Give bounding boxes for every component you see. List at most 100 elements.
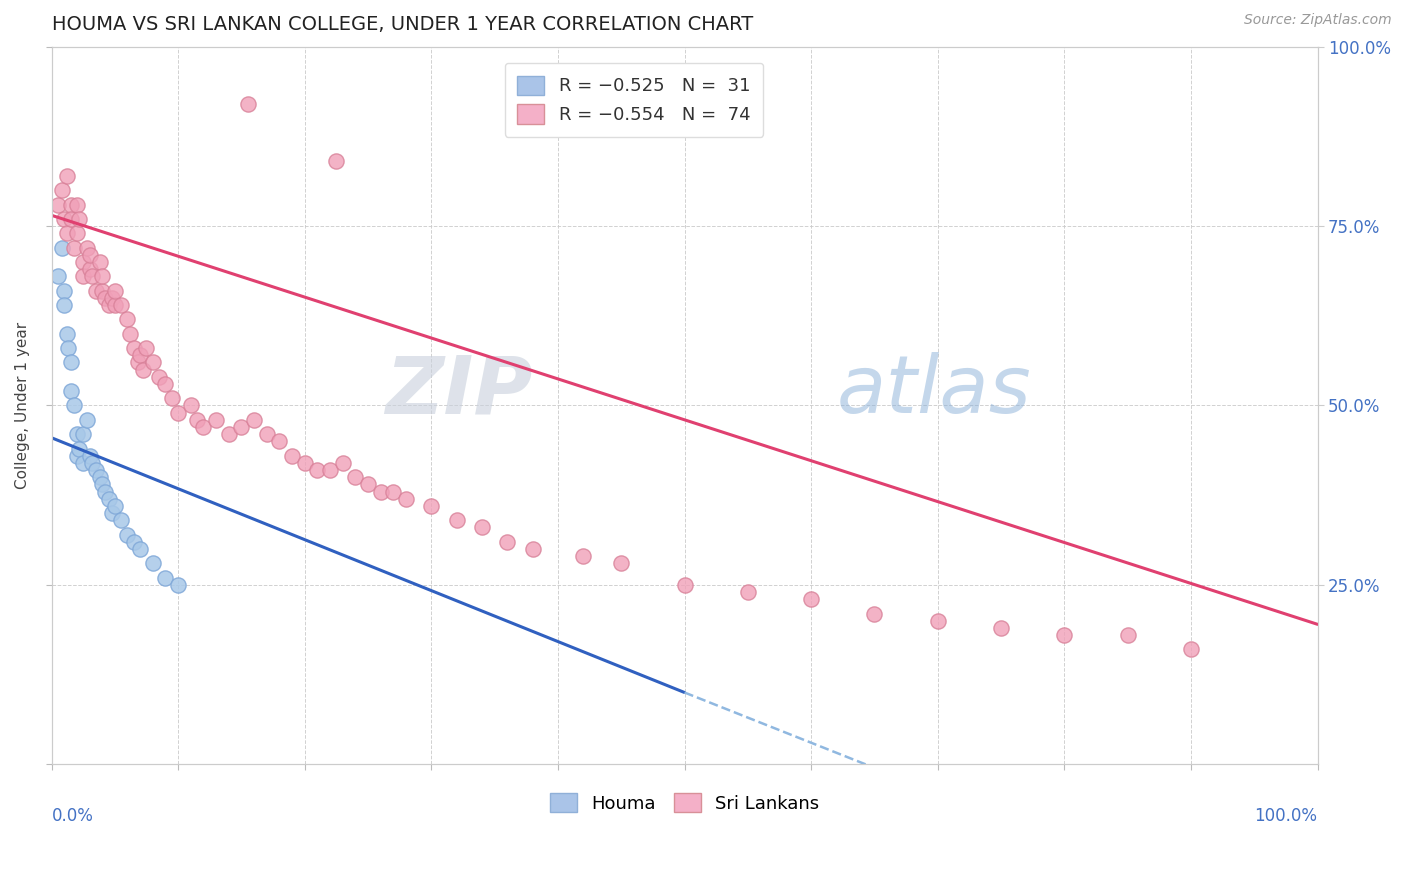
Point — [382, 484, 405, 499]
Point — [160, 392, 183, 406]
Point — [1116, 628, 1139, 642]
Text: 100.0%: 100.0% — [1254, 807, 1317, 825]
Point — [59, 211, 82, 226]
Point — [63, 399, 86, 413]
Point — [218, 427, 240, 442]
Point — [76, 241, 98, 255]
Point — [53, 211, 76, 226]
Point — [72, 255, 94, 269]
Point — [1053, 628, 1076, 642]
Point — [53, 298, 76, 312]
Point — [294, 456, 316, 470]
Point — [135, 341, 157, 355]
Point — [76, 413, 98, 427]
Point — [79, 248, 101, 262]
Point — [269, 434, 291, 449]
Point — [129, 348, 152, 362]
Point — [281, 449, 304, 463]
Point — [66, 226, 89, 240]
Point — [67, 442, 90, 456]
Point — [56, 341, 79, 355]
Point — [522, 541, 544, 556]
Y-axis label: College, Under 1 year: College, Under 1 year — [15, 322, 30, 489]
Point — [319, 463, 342, 477]
Point — [51, 183, 73, 197]
Point — [332, 456, 354, 470]
Text: HOUMA VS SRI LANKAN COLLEGE, UNDER 1 YEAR CORRELATION CHART: HOUMA VS SRI LANKAN COLLEGE, UNDER 1 YEA… — [52, 15, 752, 34]
Point — [325, 154, 347, 169]
Point — [446, 513, 468, 527]
Point — [307, 463, 329, 477]
Point — [148, 369, 170, 384]
Point — [63, 241, 86, 255]
Point — [420, 499, 443, 513]
Point — [129, 541, 152, 556]
Point — [110, 298, 132, 312]
Point — [927, 614, 949, 628]
Point — [89, 470, 111, 484]
Point — [496, 534, 519, 549]
Point — [55, 226, 77, 240]
Point — [357, 477, 380, 491]
Point — [610, 557, 633, 571]
Point — [59, 355, 82, 369]
Point — [370, 484, 392, 499]
Point — [122, 534, 145, 549]
Point — [193, 420, 215, 434]
Point — [93, 484, 115, 499]
Point — [79, 449, 101, 463]
Point — [737, 585, 759, 599]
Point — [256, 427, 278, 442]
Point — [97, 298, 120, 312]
Point — [101, 506, 124, 520]
Point — [231, 420, 253, 434]
Point — [55, 326, 77, 341]
Point — [91, 477, 114, 491]
Point — [471, 520, 494, 534]
Point — [167, 406, 190, 420]
Point — [205, 413, 228, 427]
Point — [84, 284, 107, 298]
Point — [131, 362, 153, 376]
Point — [110, 513, 132, 527]
Point — [72, 269, 94, 284]
Point — [186, 413, 208, 427]
Point — [80, 456, 103, 470]
Point — [59, 197, 82, 211]
Point — [53, 284, 76, 298]
Point — [101, 291, 124, 305]
Point — [67, 211, 90, 226]
Point — [118, 326, 141, 341]
Legend: Houma, Sri Lankans: Houma, Sri Lankans — [543, 786, 827, 820]
Point — [46, 197, 69, 211]
Point — [55, 169, 77, 183]
Point — [104, 499, 127, 513]
Point — [167, 578, 190, 592]
Point — [155, 376, 177, 391]
Text: atlas: atlas — [837, 352, 1031, 430]
Point — [104, 298, 127, 312]
Point — [80, 269, 103, 284]
Point — [863, 607, 886, 621]
Point — [59, 384, 82, 398]
Point — [127, 355, 149, 369]
Point — [142, 557, 165, 571]
Point — [72, 427, 94, 442]
Point — [673, 578, 696, 592]
Point — [395, 491, 418, 506]
Point — [122, 341, 145, 355]
Point — [1180, 642, 1202, 657]
Point — [800, 592, 823, 607]
Point — [93, 291, 115, 305]
Point — [72, 456, 94, 470]
Point — [990, 621, 1012, 635]
Point — [79, 262, 101, 277]
Point — [344, 470, 367, 484]
Point — [97, 491, 120, 506]
Point — [66, 449, 89, 463]
Text: ZIP: ZIP — [385, 352, 533, 430]
Point — [51, 241, 73, 255]
Point — [155, 571, 177, 585]
Point — [91, 284, 114, 298]
Text: 0.0%: 0.0% — [52, 807, 93, 825]
